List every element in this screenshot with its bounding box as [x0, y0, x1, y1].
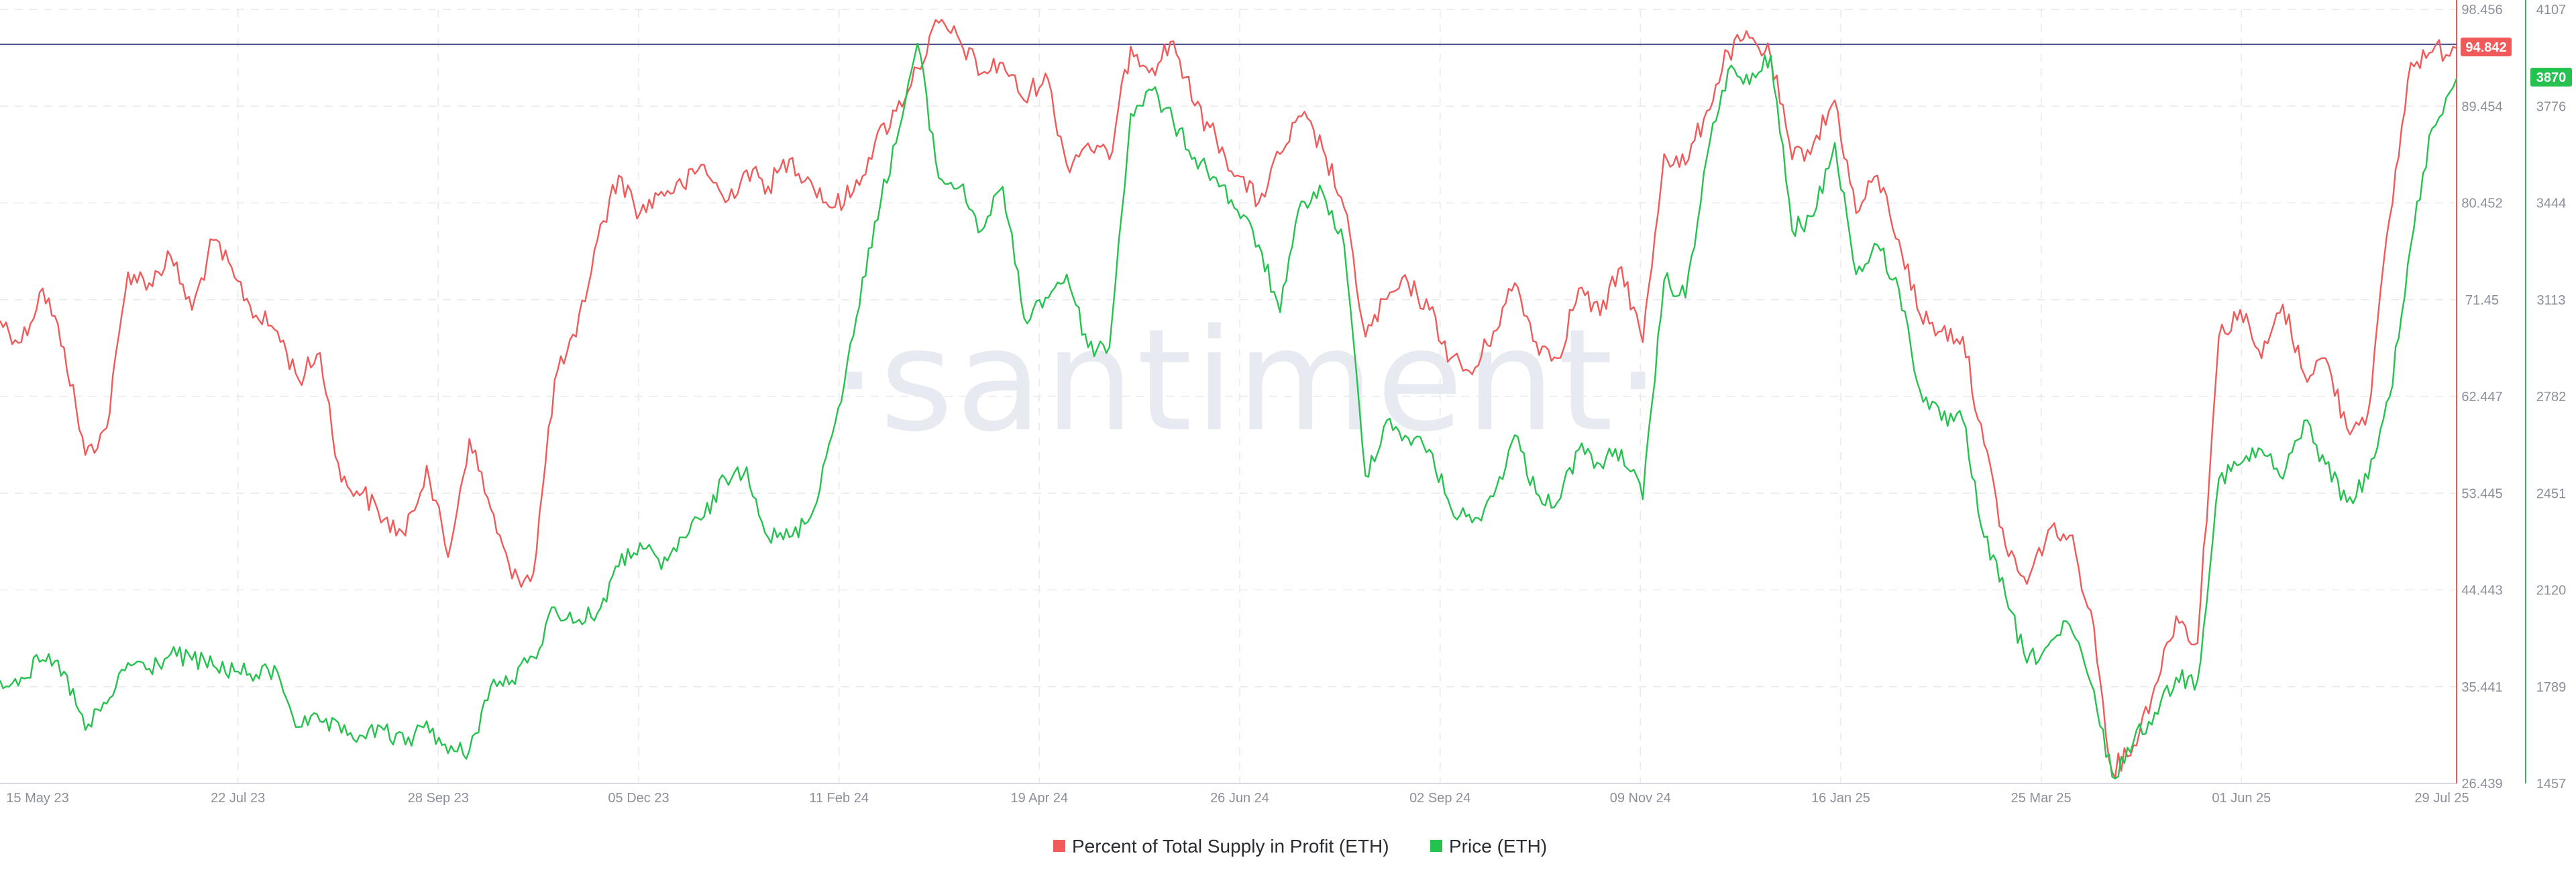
axis-layer: 98.456 4107 89.454 3776 80.452 3444 71.45 3113 6…	[0, 0, 2566, 806]
y-right-tick-label: 1789	[2536, 680, 2567, 695]
x-tick-label: 26 Jun 24	[1210, 791, 1269, 806]
y-left-tick-label: 53.445	[2461, 486, 2502, 501]
legend-swatch-price	[1430, 840, 1442, 852]
x-tick-label: 28 Sep 23	[408, 791, 469, 806]
profit-value-badge-label: 94.842	[2465, 40, 2506, 55]
x-tick-label: 09 Nov 24	[1610, 791, 1671, 806]
y-right-tick-label: 3113	[2536, 293, 2565, 308]
y-right-tick-label: 2451	[2536, 486, 2567, 501]
series-layer	[0, 19, 2458, 779]
y-right-tick-label: 3444	[2536, 197, 2567, 211]
x-tick-label: 22 Jul 23	[211, 791, 265, 806]
y-left-tick-label: 71.45	[2465, 293, 2499, 308]
legend-swatch-profit	[1053, 840, 1065, 852]
x-tick-label: 01 Jun 25	[2212, 791, 2271, 806]
y-left-tick-label: 35.441	[2461, 680, 2502, 695]
y-right-tick-label: 4107	[2536, 3, 2567, 17]
y-left-tick-label: 89.454	[2461, 99, 2502, 114]
x-tick-label: 15 May 23	[6, 791, 68, 806]
price-value-badge-label: 3870	[2536, 70, 2567, 85]
x-tick-label: 19 Apr 24	[1011, 791, 1069, 806]
legend-label-price: Price (ETH)	[1449, 836, 1547, 857]
x-tick-label: 02 Sep 24	[1409, 791, 1470, 806]
y-left-tick-label: 44.443	[2461, 584, 2502, 598]
series-line-price	[0, 42, 2458, 779]
legend: Percent of Total Supply in Profit (ETH) …	[1053, 836, 1547, 857]
y-right-tick-label: 2782	[2536, 390, 2567, 404]
x-tick-label: 16 Jan 25	[1811, 791, 1870, 806]
x-tick-label: 25 Mar 25	[2011, 791, 2072, 806]
price-value-badge	[2530, 68, 2572, 87]
x-tick-label: 05 Dec 23	[608, 791, 669, 806]
y-left-tick-label: 26.439	[2461, 777, 2502, 792]
y-right-tick-label: 3776	[2536, 99, 2567, 114]
x-tick-label: 11 Feb 24	[809, 791, 869, 806]
y-left-tick-label: 62.447	[2461, 390, 2502, 404]
x-tick-label: 29 Jul 25	[2414, 791, 2469, 806]
series-line-profit	[0, 19, 2457, 779]
y-right-tick-label: 1457	[2536, 777, 2567, 792]
y-left-tick-label: 80.452	[2461, 197, 2502, 211]
profit-value-badge	[2461, 38, 2512, 56]
badge-layer: 94.842 3870	[2461, 38, 2572, 87]
y-right-tick-label: 2120	[2536, 584, 2567, 598]
santiment-watermark: ·santiment·	[833, 298, 1664, 463]
legend-label-profit: Percent of Total Supply in Profit (ETH)	[1072, 836, 1389, 857]
y-left-tick-label: 98.456	[2461, 3, 2502, 17]
